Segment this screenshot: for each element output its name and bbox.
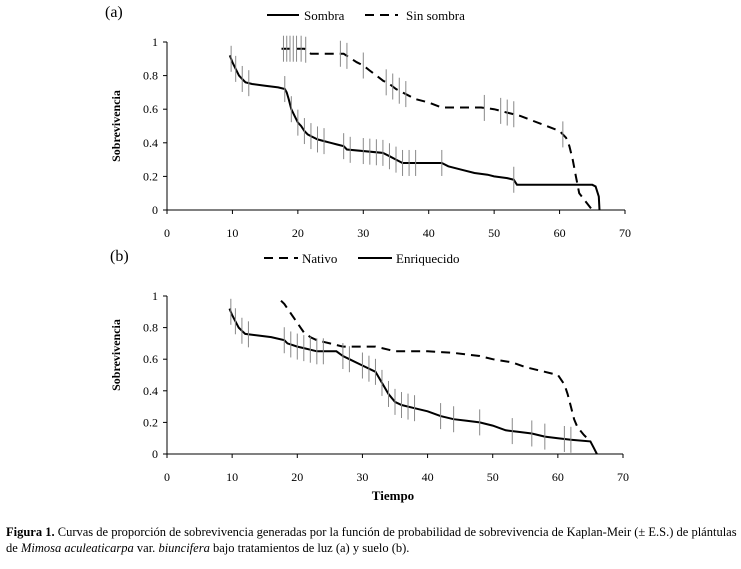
- x-tick-label: 70: [619, 226, 631, 240]
- y-tick-label: 0.6: [143, 352, 158, 366]
- series-line: [280, 299, 592, 443]
- y-tick-label: 1: [152, 35, 158, 49]
- y-axis-title: Sobrevivencia: [109, 90, 123, 162]
- figure-caption: Figura 1. Curvas de proporción de sobrev…: [6, 524, 741, 556]
- y-tick-label: 0.2: [143, 415, 158, 429]
- x-tick-label: 60: [552, 470, 564, 484]
- y-tick-label: 0.2: [143, 169, 158, 183]
- series-line: [228, 308, 598, 455]
- y-tick-label: 0: [152, 203, 158, 217]
- x-tick-label: 20: [292, 226, 304, 240]
- caption-text-3: bajo tratamientos de luz (a) y suelo (b)…: [209, 541, 410, 555]
- caption-text-2: var.: [133, 541, 159, 555]
- y-tick-label: 0.4: [143, 384, 158, 398]
- y-axis-title: Sobrevivencia: [109, 319, 123, 391]
- y-tick-label: 1: [152, 289, 158, 303]
- x-tick-label: 10: [226, 470, 238, 484]
- caption-text-1: Curvas de proporción de sobrevivencia ge…: [6, 525, 737, 555]
- y-tick-label: 0.8: [143, 69, 158, 83]
- x-tick-label: 30: [357, 226, 369, 240]
- series-line: [228, 55, 601, 211]
- x-tick-label: 10: [226, 226, 238, 240]
- series-line: [281, 47, 594, 211]
- x-tick-label: 0: [164, 226, 170, 240]
- legend-label: Sin sombra: [406, 8, 465, 23]
- y-tick-label: 0.6: [143, 102, 158, 116]
- panel-a-chart: (a)00.20.40.60.810 10 20 30 40 50 60 70Sobreviv…: [105, 4, 631, 240]
- legend-label: Enriquecido: [396, 251, 460, 266]
- legend-label: Nativo: [302, 251, 337, 266]
- x-tick-label: 50: [487, 470, 499, 484]
- x-tick-label: 30: [356, 470, 368, 484]
- x-tick-label: 20: [291, 470, 303, 484]
- caption-label: Figura 1.: [6, 525, 55, 539]
- panel-label: (b): [110, 248, 129, 265]
- x-tick-label: 40: [422, 470, 434, 484]
- y-tick-label: 0.4: [143, 136, 158, 150]
- y-tick-label: 0.8: [143, 321, 158, 335]
- panel-label: (a): [105, 4, 123, 21]
- x-tick-label: 70: [617, 470, 629, 484]
- panel-b-chart: (b)00.20.40.60.810 10 20 30 40 50 60 70Sobreviv…: [109, 248, 629, 503]
- x-tick-label: 60: [554, 226, 566, 240]
- x-tick-label: 0: [164, 470, 170, 484]
- x-tick-label: 50: [488, 226, 500, 240]
- figure: (a)00.20.40.60.810 10 20 30 40 50 60 70Sobreviv…: [105, 4, 631, 503]
- x-tick-label: 40: [423, 226, 435, 240]
- y-tick-label: 0: [152, 447, 158, 461]
- x-axis-title: Tiempo: [372, 488, 414, 503]
- caption-variety: biuncifera: [158, 541, 210, 555]
- caption-species: Mimosa aculeaticarpa: [20, 541, 134, 555]
- legend-label: Sombra: [304, 8, 345, 23]
